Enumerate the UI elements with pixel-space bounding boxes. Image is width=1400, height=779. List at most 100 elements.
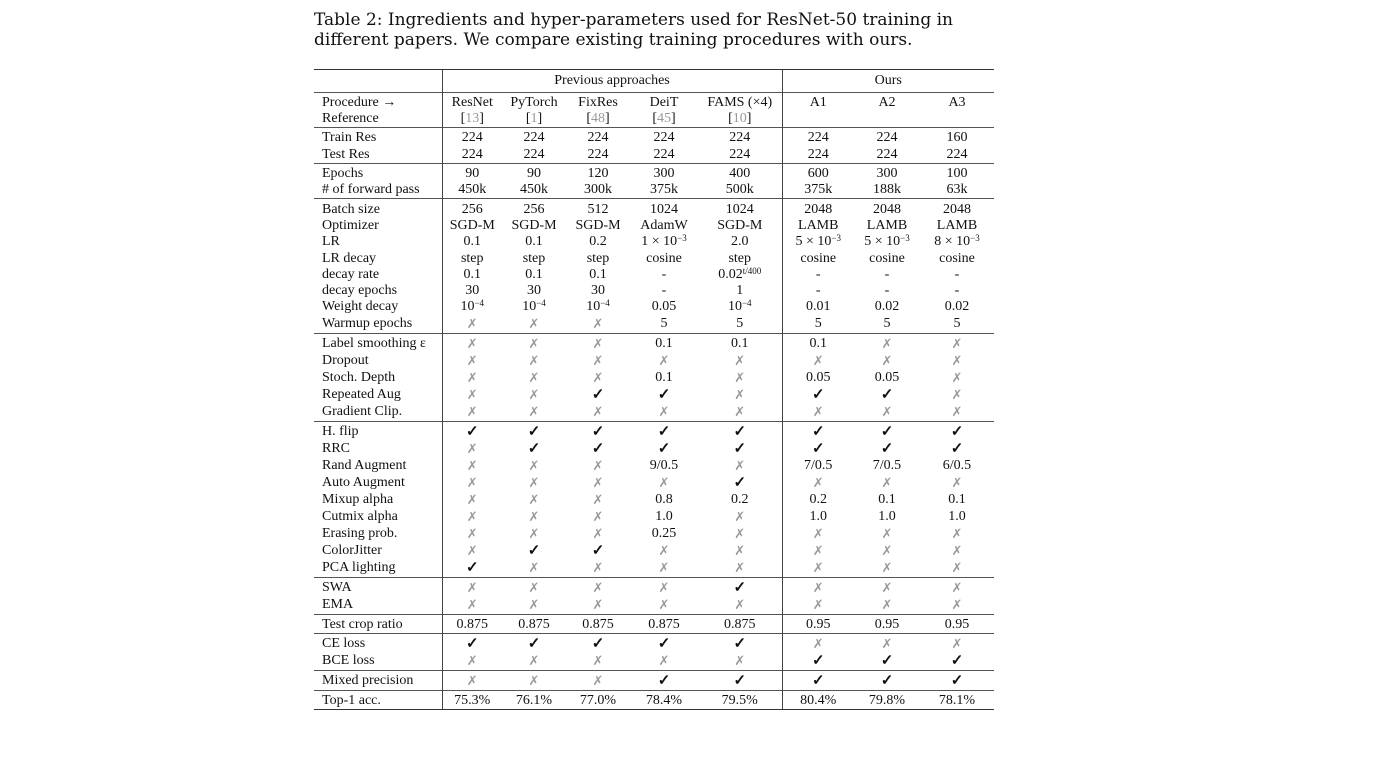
cross-mark-icon: ✗ xyxy=(881,559,893,575)
table-cell: 512 xyxy=(566,198,630,218)
table-cell: ✗ xyxy=(441,542,502,560)
table-cell: ✗ xyxy=(781,576,854,597)
table-cell: ✓ xyxy=(854,653,920,671)
table-cell: 0.02 xyxy=(944,299,970,315)
cross-mark-icon: ✗ xyxy=(658,652,670,668)
table-cell: 5 xyxy=(736,316,744,332)
table-cell: ✗ xyxy=(502,576,566,597)
table-cell: 79.8% xyxy=(854,689,920,711)
table-cell: ✗ xyxy=(566,560,630,578)
table-cell: ✗ xyxy=(920,576,994,597)
table-row: Train Res 224 224 224 224 224 224 224 160 xyxy=(314,127,994,147)
check-mark-icon: ✓ xyxy=(811,386,825,403)
table-cell: 77.0% xyxy=(566,689,630,711)
table-cell: ✓ xyxy=(566,632,630,653)
check-mark-icon: ✓ xyxy=(880,386,894,403)
table-cell: ✗ xyxy=(630,543,698,560)
check-mark-icon: ✓ xyxy=(880,652,894,669)
row-label: Epochs xyxy=(314,162,442,183)
cross-mark-icon: ✗ xyxy=(812,559,824,575)
cross-mark-icon: ✗ xyxy=(951,559,963,575)
table-cell: 224 xyxy=(876,146,898,162)
table-cell: 450k xyxy=(441,182,502,199)
cross-mark-icon: ✗ xyxy=(658,579,670,595)
cross-mark-icon: ✗ xyxy=(812,474,824,490)
table-cell: ✗ xyxy=(441,457,502,475)
table-cell: 256 xyxy=(502,198,566,218)
table-cell: SGD-M xyxy=(441,217,502,235)
row-label: SWA xyxy=(314,576,442,597)
citation-link[interactable]: 1 xyxy=(530,111,538,127)
cross-mark-icon: ✗ xyxy=(466,672,478,688)
reference-cell: [48] xyxy=(586,111,610,127)
cross-mark-icon: ✗ xyxy=(734,652,746,668)
check-mark-icon: ✓ xyxy=(733,474,747,491)
table-cell: ✗ xyxy=(698,509,782,526)
table-cell: 256 xyxy=(441,198,502,218)
check-mark-icon: ✓ xyxy=(591,542,605,559)
table-cell: ✗ xyxy=(441,508,502,526)
table-cell: ✓ xyxy=(854,387,920,404)
reference-cell xyxy=(781,111,854,128)
check-mark-icon: ✓ xyxy=(733,635,747,652)
cross-mark-icon: ✗ xyxy=(951,335,963,351)
table-cell: 5 × 10−3 xyxy=(781,234,854,251)
table-cell: cosine xyxy=(869,250,905,266)
citation-link[interactable]: 10 xyxy=(732,111,747,127)
table-cell: ✗ xyxy=(566,492,630,509)
table-cell: 0.1 xyxy=(878,492,896,508)
check-mark-icon: ✓ xyxy=(527,635,541,652)
table-row: Erasing prob. ✗ ✗ ✗ 0.25 ✗ ✗ ✗ ✗ xyxy=(314,525,994,543)
citation-link[interactable]: 48 xyxy=(591,111,605,127)
table-cell: ✓ xyxy=(854,441,920,458)
table-cell: ✗ xyxy=(781,474,854,492)
cross-mark-icon: ✗ xyxy=(734,596,746,612)
cross-mark-icon: ✗ xyxy=(466,474,478,490)
table-cell: ✗ xyxy=(441,596,502,615)
table-row: Test crop ratio 0.875 0.875 0.875 0.875 0.875… xyxy=(314,613,994,634)
table-cell: 1 xyxy=(736,283,744,299)
citation-link[interactable]: 45 xyxy=(657,111,671,127)
table-cell: 10−4 xyxy=(586,298,610,315)
reference-row: Reference [13] [1] [48] [45] [10] xyxy=(314,111,994,128)
column-header: DeiT xyxy=(630,92,698,112)
check-mark-icon: ✓ xyxy=(811,652,825,669)
cross-mark-icon: ✗ xyxy=(951,596,963,612)
cross-mark-icon: ✗ xyxy=(466,542,478,558)
table-cell: 224 xyxy=(653,146,675,162)
cross-mark-icon: ✗ xyxy=(592,352,604,368)
table-cell: ✗ xyxy=(502,492,566,509)
cross-mark-icon: ✗ xyxy=(881,474,893,490)
cross-mark-icon: ✗ xyxy=(528,352,540,368)
row-label: LR decay xyxy=(322,250,377,266)
cross-mark-icon: ✗ xyxy=(528,403,540,419)
table-cell: 1024 xyxy=(630,198,698,218)
table-cell: 0.02t/400 xyxy=(718,265,762,282)
table-cell: ✓ xyxy=(566,387,630,404)
citation-link[interactable]: 13 xyxy=(465,111,480,127)
check-mark-icon: ✓ xyxy=(811,423,825,440)
check-mark-icon: ✓ xyxy=(950,440,964,457)
table-cell: 0.875 xyxy=(566,613,630,634)
table-row: Warmup epochs ✗ ✗ ✗ 5 5 5 5 5 xyxy=(314,315,994,334)
table-cell: - xyxy=(661,283,667,299)
table-cell: 2048 xyxy=(781,198,854,218)
table-cell: ✗ xyxy=(566,509,630,526)
row-label: Mixup alpha xyxy=(322,492,394,508)
table-cell: 300 xyxy=(854,162,920,183)
table-cell: 2.0 xyxy=(731,234,749,250)
cross-mark-icon: ✗ xyxy=(734,352,746,368)
table-cell: ✗ xyxy=(698,653,782,671)
cross-mark-icon: ✗ xyxy=(528,335,540,351)
table-cell: ✓ xyxy=(698,420,782,441)
table-cell: ✗ xyxy=(441,403,502,422)
table-cell: LAMB xyxy=(936,217,978,233)
table-cell: ✗ xyxy=(502,669,566,691)
table-cell: 90 xyxy=(502,162,566,183)
table-cell: ✗ xyxy=(566,316,630,334)
table-cell: ✗ xyxy=(502,404,566,422)
cross-mark-icon: ✗ xyxy=(592,403,604,419)
table-cell: 0.1 xyxy=(525,234,543,250)
cross-mark-icon: ✗ xyxy=(734,525,746,541)
row-label: Gradient Clip. xyxy=(322,404,403,420)
